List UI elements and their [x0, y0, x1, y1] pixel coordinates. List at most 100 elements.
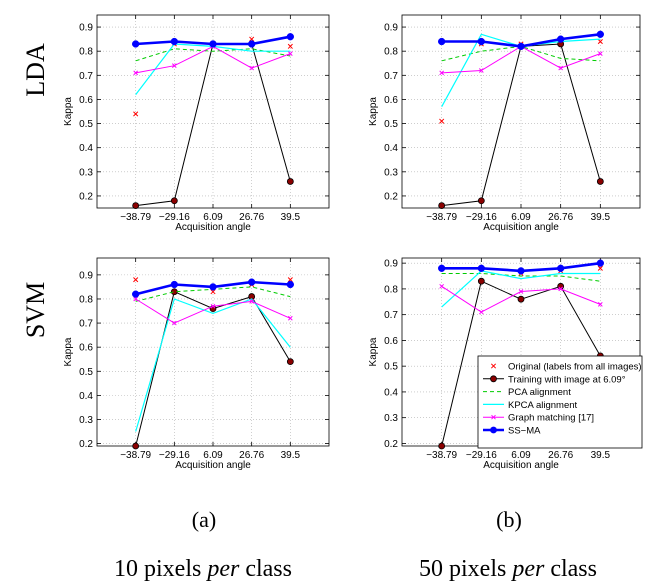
point-ssma-3 [248, 278, 256, 286]
legend-label: KPCA alignment [508, 400, 578, 411]
y-axis-label: Kappa [63, 97, 74, 126]
point-ssma-2 [209, 40, 217, 48]
point-graph-1 [171, 63, 177, 69]
chart-panel-svm-50: 0.2 0.3 0.4 0.5 0.6 0.7 0.8 0.9 −38.79 −29.16 6.09… [368, 257, 641, 471]
point-graph-4 [597, 51, 603, 56]
y-tick-label: 0.8 [79, 294, 93, 305]
legend-marker-ssma [490, 426, 497, 434]
x-tick-label: −29.16 [466, 450, 497, 461]
y-tick-label: 0.7 [384, 71, 398, 82]
point-ssma-1 [170, 37, 178, 46]
x-tick-label: −29.16 [159, 450, 190, 461]
point-ssma-3 [557, 264, 565, 272]
point-training-4 [286, 178, 294, 185]
series-line-graph [135, 45, 291, 74]
point-graph-0 [439, 283, 445, 289]
caption-left-post: class [239, 556, 292, 582]
point-graph-4 [287, 315, 293, 321]
point-ssma-4 [596, 30, 604, 38]
x-tick-label: −29.16 [466, 212, 497, 223]
x-axis-label: Acquisition angle [483, 460, 559, 471]
point-ssma-2 [209, 283, 217, 291]
y-tick-label: 0.4 [79, 391, 93, 402]
legend-marker-original [490, 363, 497, 369]
chart-panel-svm-10: 0.2 0.3 0.4 0.5 0.6 0.7 0.8 0.9 −38.79 −29.16 6.09… [63, 257, 330, 471]
chart-panel-lda-10: 0.2 0.3 0.4 0.5 0.6 0.7 0.8 0.9 −38.79 −29.16 6.09… [63, 14, 330, 233]
caption-right-post: class [544, 556, 597, 582]
point-graph-4 [597, 302, 603, 307]
y-axis-label: Kappa [368, 337, 379, 366]
series-line-kpca [135, 298, 291, 432]
point-ssma-3 [557, 35, 565, 43]
point-graph-1 [478, 68, 484, 73]
point-training-1 [477, 277, 485, 285]
legend-item-training: Training with image at 6.09° [483, 374, 626, 385]
legend-item-graph: Graph matching [17] [483, 413, 594, 424]
point-original-4 [597, 38, 603, 45]
charts-layer: 0.2 0.3 0.4 0.5 0.6 0.7 0.8 0.9 −38.79 −29.16 6.09… [63, 14, 641, 471]
y-tick-label: 0.2 [79, 439, 93, 450]
x-tick-label: −38.79 [120, 212, 151, 223]
point-original-4 [597, 265, 603, 271]
caption-left: 10 pixels per class [114, 556, 292, 582]
point-ssma-1 [477, 37, 485, 46]
y-tick-label: 0.3 [384, 413, 398, 424]
point-ssma-4 [286, 33, 294, 41]
point-original-0 [133, 277, 139, 283]
y-tick-label: 0.7 [79, 319, 93, 330]
legend-label: Training with image at 6.09° [508, 374, 626, 385]
point-original-4 [287, 43, 293, 49]
series-line-pca [441, 273, 601, 282]
legend-box [477, 355, 643, 449]
x-tick-label: 26.76 [239, 212, 264, 223]
point-graph-4 [287, 51, 293, 56]
y-tick-label: 0.7 [79, 71, 93, 82]
point-training-2 [517, 295, 525, 303]
y-tick-label: 0.9 [79, 270, 93, 281]
y-tick-label: 0.6 [384, 336, 398, 347]
y-tick-label: 0.4 [384, 387, 398, 398]
y-tick-label: 0.6 [79, 95, 93, 106]
point-graph-3 [249, 65, 255, 71]
legend-layer: Original (labels from all images)Trainin… [477, 355, 643, 449]
legend-item-original: Original (labels from all images) [490, 362, 642, 373]
legend-label: Original (labels from all images) [508, 362, 642, 373]
row-label-lda: LDA [21, 43, 50, 97]
y-tick-label: 0.9 [79, 23, 93, 34]
x-tick-label: 39.5 [281, 212, 301, 223]
x-tick-label: 6.09 [511, 212, 531, 223]
point-graph-2 [210, 303, 216, 309]
point-ssma-2 [517, 42, 525, 51]
point-graph-3 [558, 65, 564, 71]
point-training-1 [477, 197, 485, 205]
y-tick-label: 0.6 [384, 95, 398, 106]
legend-item-kpca: KPCA alignment [483, 400, 578, 411]
y-tick-label: 0.2 [79, 191, 93, 202]
point-graph-1 [478, 309, 484, 315]
point-original-2 [210, 289, 216, 295]
series-line-training [135, 291, 291, 447]
point-graph-0 [439, 70, 445, 76]
y-tick-label: 0.2 [384, 191, 398, 202]
point-ssma-4 [596, 259, 604, 267]
x-tick-label: −38.79 [426, 212, 457, 223]
legend-item-pca: PCA alignment [483, 387, 571, 398]
chart-panel-lda-50: 0.2 0.3 0.4 0.5 0.6 0.7 0.8 0.9 −38.79 −29.16 6.09… [368, 14, 641, 233]
point-ssma-0 [438, 264, 446, 272]
point-graph-0 [133, 70, 139, 76]
x-tick-label: −38.79 [120, 450, 151, 461]
point-ssma-3 [248, 40, 256, 48]
x-tick-label: 26.76 [548, 450, 573, 461]
legend-marker-graph [491, 414, 496, 420]
point-ssma-1 [477, 264, 485, 272]
x-tick-label: 6.09 [203, 212, 223, 223]
y-tick-label: 0.5 [384, 119, 398, 130]
point-training-0 [438, 202, 446, 209]
legend-label: SS−MA [508, 426, 541, 437]
point-ssma-0 [132, 40, 140, 48]
y-tick-label: 0.5 [79, 367, 93, 378]
caption-right-pre: 50 pixels [419, 556, 512, 582]
point-graph-3 [249, 299, 255, 304]
point-original-4 [287, 277, 293, 283]
point-ssma-0 [438, 37, 446, 46]
